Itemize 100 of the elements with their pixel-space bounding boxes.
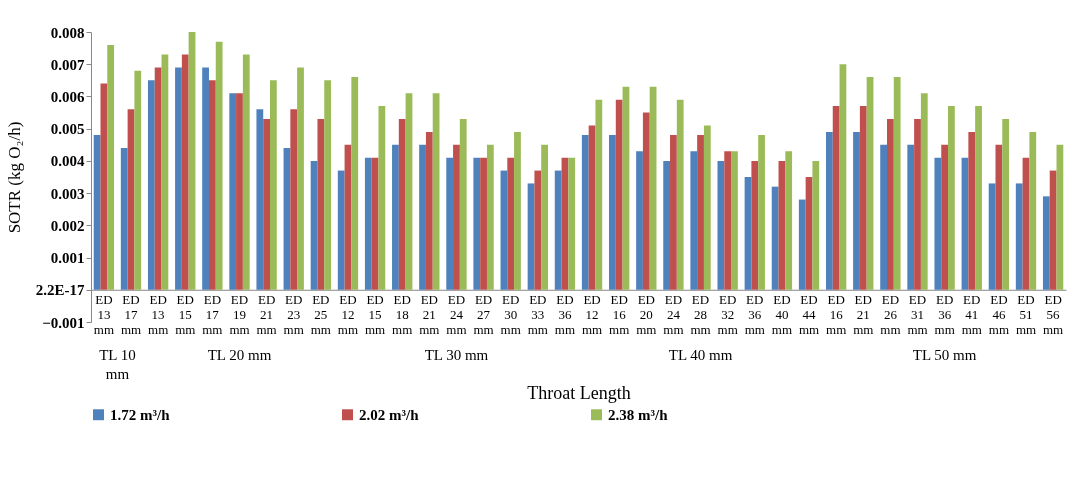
y-tick-label: 0.007 bbox=[50, 56, 85, 73]
bar bbox=[378, 106, 386, 290]
bar bbox=[663, 160, 671, 290]
y-tick-label: 0.001 bbox=[50, 250, 85, 267]
bar bbox=[364, 157, 372, 290]
x-tick-label: ED 26 mm bbox=[880, 292, 901, 338]
bar bbox=[1002, 119, 1010, 290]
bar bbox=[1029, 131, 1037, 290]
bar bbox=[215, 41, 223, 290]
bar bbox=[568, 157, 576, 290]
y-tick-label: 0.003 bbox=[50, 185, 85, 202]
bar bbox=[432, 93, 440, 290]
y-tick-label: −0.001 bbox=[42, 314, 85, 331]
bar bbox=[541, 144, 548, 290]
bar bbox=[459, 119, 467, 290]
x-tick-label: ED 25 mm bbox=[310, 292, 331, 338]
bar bbox=[771, 186, 779, 290]
bar bbox=[154, 67, 162, 290]
bar bbox=[473, 157, 481, 290]
bar bbox=[887, 119, 894, 290]
bar bbox=[419, 144, 426, 290]
bar bbox=[642, 112, 650, 290]
x-tick-label: ED 51 mm bbox=[1015, 292, 1037, 338]
bar bbox=[514, 131, 521, 290]
bar bbox=[486, 144, 494, 290]
bar bbox=[595, 99, 603, 290]
x-tick-label: ED 24 mm bbox=[446, 292, 467, 338]
bar bbox=[317, 119, 325, 290]
bar bbox=[609, 135, 616, 290]
bar bbox=[676, 99, 684, 290]
x-tick-label: ED 36 mm bbox=[934, 292, 955, 338]
x-tick-label: ED 13 mm bbox=[148, 292, 169, 338]
bar bbox=[853, 131, 860, 290]
bar bbox=[202, 67, 209, 290]
x-tick-label: ED 21 mm bbox=[419, 292, 440, 338]
x-tick-label: ED 20 mm bbox=[636, 292, 657, 338]
x-tick-label: ED 21 mm bbox=[256, 292, 277, 338]
x-tick-label: ED 17 mm bbox=[120, 292, 142, 338]
x-tick-label: ED 15 mm bbox=[364, 292, 386, 338]
y-tick-label: 0.008 bbox=[50, 24, 85, 41]
x-tick-label: ED 56 mm bbox=[1043, 292, 1064, 338]
x-tick-label: ED 40 mm bbox=[771, 292, 793, 338]
x-tick-label: ED 44 mm bbox=[798, 292, 820, 338]
y-tick-label: 0.006 bbox=[50, 88, 85, 105]
bar bbox=[270, 80, 277, 290]
bar bbox=[636, 151, 643, 290]
bar bbox=[717, 160, 725, 290]
x-tick-label: ED 15 mm bbox=[175, 292, 196, 338]
bar bbox=[147, 80, 155, 290]
bar bbox=[812, 160, 820, 290]
legend-label: 2.38 m³/h bbox=[608, 406, 669, 423]
bar bbox=[920, 93, 928, 290]
bar bbox=[615, 99, 623, 290]
x-tick-label: ED 31 mm bbox=[907, 292, 928, 338]
bar bbox=[880, 144, 887, 290]
bar bbox=[968, 131, 976, 290]
bar bbox=[175, 67, 182, 290]
x-tick-label: ED 16 mm bbox=[826, 292, 847, 338]
text: TL 40 mm bbox=[668, 346, 733, 363]
x-tick-label: ED 12 mm bbox=[581, 292, 603, 338]
x-tick-label: ED 16 mm bbox=[609, 292, 630, 338]
bar bbox=[229, 93, 237, 290]
bar bbox=[554, 170, 562, 290]
x-tick-label: ED 41 mm bbox=[961, 292, 982, 338]
bar bbox=[324, 80, 332, 290]
bar bbox=[208, 80, 216, 290]
bar bbox=[297, 67, 304, 290]
bar bbox=[290, 109, 298, 290]
x-tick-label: ED 30 mm bbox=[500, 292, 521, 338]
bar bbox=[181, 54, 189, 290]
bar bbox=[134, 70, 142, 290]
text: TL 20 mm bbox=[207, 346, 272, 363]
legend-label: 2.02 m³/h bbox=[359, 406, 420, 423]
x-tick-label: ED 23 mm bbox=[283, 292, 304, 338]
bar bbox=[351, 77, 359, 290]
bar bbox=[690, 151, 698, 290]
bar bbox=[859, 106, 867, 290]
bar bbox=[453, 144, 460, 290]
bar bbox=[242, 54, 250, 290]
bar bbox=[907, 144, 915, 290]
bar bbox=[236, 93, 243, 290]
bar bbox=[392, 144, 399, 290]
x-tick-label: ED 12 mm bbox=[337, 292, 359, 338]
x-tick-label: ED 13 mm bbox=[93, 292, 114, 338]
x-tick-label: ED 36 mm bbox=[744, 292, 765, 338]
bar bbox=[825, 131, 833, 290]
x-tick-label: ED 46 mm bbox=[988, 292, 1009, 338]
bar bbox=[948, 106, 955, 290]
bar bbox=[832, 106, 840, 290]
x-tick-label: ED 17 mm bbox=[202, 292, 223, 338]
bar bbox=[507, 157, 515, 290]
x-tick-label: ED 36 mm bbox=[554, 292, 576, 338]
x-tick-label: ED 19 mm bbox=[229, 292, 250, 338]
bar bbox=[425, 131, 433, 290]
x-tick-label: ED 33 mm bbox=[527, 292, 548, 338]
y-tick-label: 0.002 bbox=[50, 217, 85, 234]
bar bbox=[758, 135, 765, 290]
bar bbox=[995, 144, 1003, 290]
x-tick-label: ED 32 mm bbox=[717, 292, 738, 338]
text: TL 10 mm bbox=[99, 346, 136, 382]
